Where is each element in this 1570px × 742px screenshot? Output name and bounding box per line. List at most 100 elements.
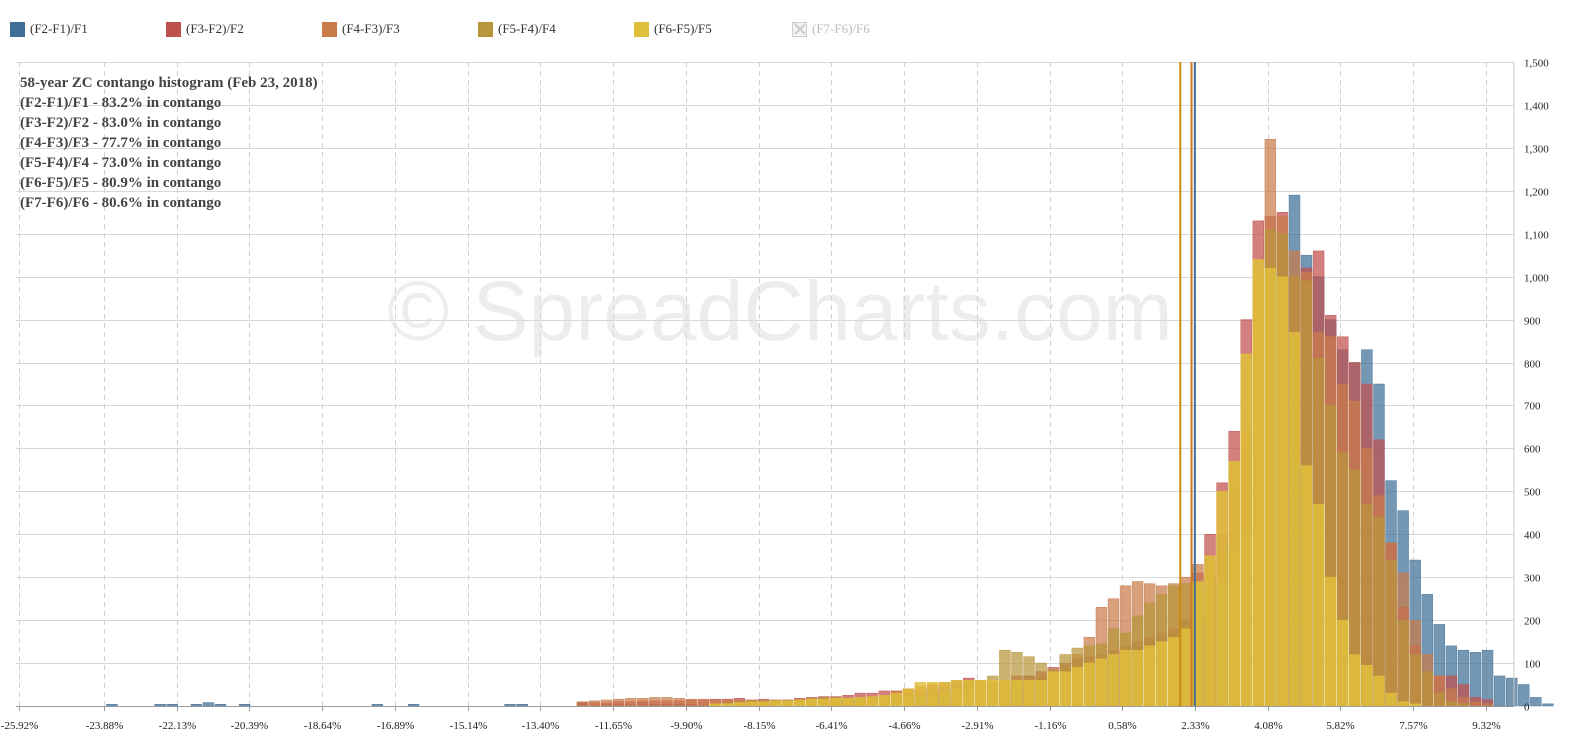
histogram-bar[interactable] <box>987 679 999 707</box>
histogram-bar[interactable] <box>407 704 420 707</box>
histogram-bar[interactable] <box>1156 641 1168 707</box>
histogram-bar[interactable] <box>1107 654 1120 707</box>
histogram-bar[interactable] <box>154 704 166 707</box>
histogram-bar[interactable] <box>1409 703 1421 707</box>
histogram-bar[interactable] <box>504 704 516 707</box>
histogram-bar[interactable] <box>902 688 915 707</box>
histogram-bar[interactable] <box>938 682 951 707</box>
histogram-bar[interactable] <box>818 698 830 707</box>
histogram-bar[interactable] <box>1481 649 1494 707</box>
histogram-bar[interactable] <box>1180 628 1192 707</box>
legend-item-f6-f5[interactable]: (F6-F5)/F5 <box>634 21 712 37</box>
histogram-bar[interactable] <box>1325 576 1337 707</box>
histogram-bar[interactable] <box>1023 679 1035 707</box>
histogram-bar[interactable] <box>673 698 685 707</box>
histogram-bar[interactable] <box>1457 703 1470 707</box>
histogram-bar[interactable] <box>1337 619 1349 707</box>
histogram-bar[interactable] <box>975 679 987 707</box>
histogram-bar[interactable] <box>1144 645 1156 707</box>
histogram-bar[interactable] <box>1397 619 1409 707</box>
histogram-bar[interactable] <box>1300 465 1313 707</box>
histogram-bar[interactable] <box>1361 664 1373 707</box>
histogram-bar[interactable] <box>1047 671 1059 707</box>
histogram-bar[interactable] <box>806 698 818 707</box>
histogram-bar[interactable] <box>926 682 939 707</box>
histogram-bar[interactable] <box>1095 658 1108 707</box>
histogram-bar[interactable] <box>190 704 203 707</box>
histogram-bar[interactable] <box>1264 267 1277 707</box>
histogram-bar[interactable] <box>1445 701 1458 707</box>
histogram-bar[interactable] <box>1216 491 1228 707</box>
histogram-bar[interactable] <box>600 699 613 707</box>
histogram-bar[interactable] <box>202 702 215 707</box>
histogram-bar[interactable] <box>1481 703 1494 707</box>
legend-item-f2-f1[interactable]: (F2-F1)/F1 <box>10 21 88 37</box>
histogram-bar[interactable] <box>1071 667 1083 707</box>
histogram-bar[interactable] <box>1349 654 1361 707</box>
histogram-bar[interactable] <box>1506 677 1518 707</box>
histogram-bar[interactable] <box>781 700 794 707</box>
histogram-bar[interactable] <box>516 704 528 707</box>
legend-item-f4-f3[interactable]: (F4-F3)/F3 <box>322 21 400 37</box>
histogram-bar[interactable] <box>721 703 734 707</box>
histogram-bar[interactable] <box>733 702 746 707</box>
histogram-bar[interactable] <box>637 698 649 707</box>
histogram-bar[interactable] <box>1530 697 1542 707</box>
histogram-bar[interactable] <box>1493 675 1506 707</box>
histogram-bar[interactable] <box>1035 679 1047 707</box>
histogram-bar[interactable] <box>1288 332 1301 707</box>
histogram-bar[interactable] <box>1252 259 1264 707</box>
histogram-bar[interactable] <box>1385 559 1397 707</box>
histogram-bar[interactable] <box>685 698 697 707</box>
histogram-bar[interactable] <box>709 703 721 707</box>
histogram-bar[interactable] <box>1168 637 1180 707</box>
histogram-bar[interactable] <box>238 704 251 707</box>
histogram-bar[interactable] <box>588 700 601 707</box>
histogram-bar[interactable] <box>1373 675 1385 707</box>
histogram-bar[interactable] <box>914 682 927 707</box>
histogram-bar[interactable] <box>794 699 806 707</box>
histogram-bar[interactable] <box>1011 679 1023 707</box>
histogram-bar[interactable] <box>1119 649 1132 707</box>
histogram-bar[interactable] <box>1276 276 1289 707</box>
histogram-bar[interactable] <box>1397 701 1409 707</box>
histogram-bar[interactable] <box>1469 701 1482 707</box>
histogram-bar[interactable] <box>890 692 902 707</box>
histogram-bar[interactable] <box>854 697 866 707</box>
histogram-bar[interactable] <box>371 704 384 707</box>
histogram-bar[interactable] <box>214 704 227 707</box>
histogram-bar[interactable] <box>576 701 589 707</box>
histogram-bar[interactable] <box>1542 703 1554 707</box>
histogram-bar[interactable] <box>878 695 890 707</box>
histogram-bar[interactable] <box>649 697 661 707</box>
legend-item-f7-f6[interactable]: (F7-F6)/F6 <box>792 21 870 37</box>
histogram-bar[interactable] <box>963 679 975 707</box>
histogram-bar[interactable] <box>1518 684 1530 707</box>
histogram-bar[interactable] <box>830 698 842 707</box>
histogram-bar[interactable] <box>1083 662 1096 707</box>
legend-item-f3-f2[interactable]: (F3-F2)/F2 <box>166 21 244 37</box>
histogram-bar[interactable] <box>1204 555 1216 707</box>
histogram-bar[interactable] <box>842 698 854 707</box>
histogram-bar[interactable] <box>1059 671 1071 707</box>
histogram-bar[interactable] <box>757 701 770 707</box>
histogram-bar[interactable] <box>769 700 782 707</box>
legend-item-f5-f4[interactable]: (F5-F4)/F4 <box>478 21 556 37</box>
histogram-bar[interactable] <box>613 698 625 707</box>
histogram-bar[interactable] <box>166 704 178 707</box>
histogram-bar[interactable] <box>106 704 118 707</box>
histogram-bar[interactable] <box>999 679 1011 707</box>
histogram-bar[interactable] <box>866 696 878 707</box>
histogram-bar[interactable] <box>1131 649 1144 707</box>
histogram-bar[interactable] <box>697 698 709 707</box>
histogram-bar[interactable] <box>745 701 758 707</box>
histogram-bar[interactable] <box>1385 692 1397 707</box>
histogram-bar[interactable] <box>1312 503 1325 707</box>
histogram-bar[interactable] <box>625 698 637 707</box>
histogram-bar[interactable] <box>1228 461 1240 707</box>
histogram-bar[interactable] <box>661 697 673 707</box>
histogram-bar[interactable] <box>1240 353 1252 707</box>
histogram-bar[interactable] <box>950 679 963 707</box>
histogram-bar[interactable] <box>1433 692 1445 707</box>
histogram-bar[interactable] <box>1421 671 1433 707</box>
